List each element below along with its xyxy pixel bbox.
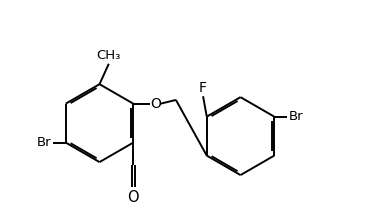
Text: Br: Br bbox=[289, 110, 304, 123]
Text: CH₃: CH₃ bbox=[97, 49, 121, 62]
Text: F: F bbox=[199, 81, 207, 95]
Text: O: O bbox=[150, 97, 161, 111]
Text: Br: Br bbox=[36, 136, 51, 149]
Text: O: O bbox=[127, 190, 139, 205]
